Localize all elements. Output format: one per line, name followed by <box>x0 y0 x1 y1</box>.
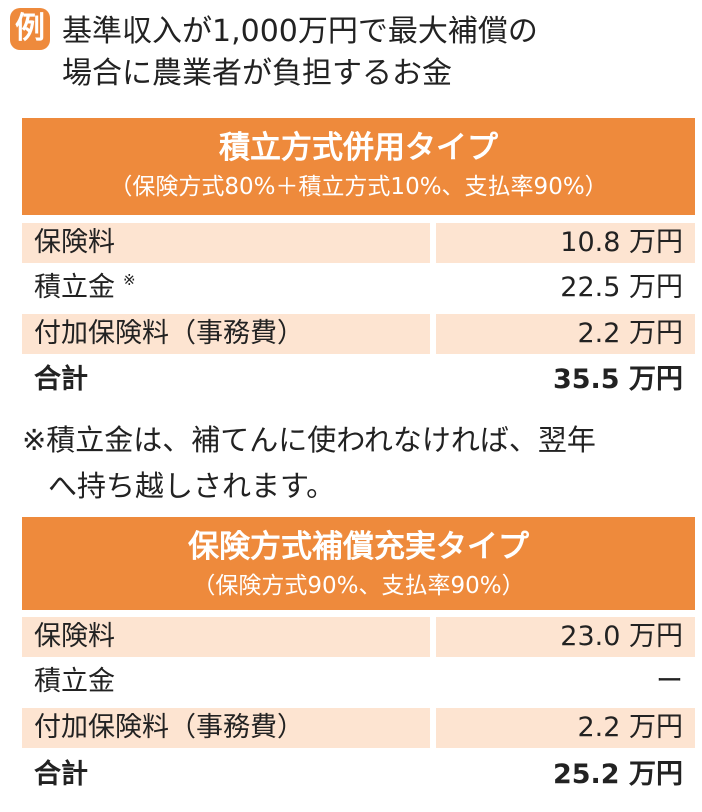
row-label: 保険料 <box>22 223 430 263</box>
table-header: 積立方式併用タイプ （保険方式80%＋積立方式10%、支払率90%） <box>22 118 695 215</box>
row-label: 積立金 <box>22 662 430 702</box>
label-text: 合計 <box>34 364 88 395</box>
table-title: 積立方式併用タイプ <box>219 130 498 166</box>
row-value: 2.2 万円 <box>436 708 695 748</box>
footnote: へ持ち越しされます。 <box>48 469 336 503</box>
row-value: ー <box>656 666 683 697</box>
label-text: 付加保険料（事務費） <box>34 318 304 349</box>
label-text: 保険料 <box>34 227 115 258</box>
heading-line: 場合に農業者が負担するお金 <box>62 56 452 91</box>
table-header: 保険方式補償充実タイプ （保険方式90%、支払率90%） <box>22 517 695 610</box>
row-label: 付加保険料（事務費） <box>22 708 430 748</box>
row-label: 付加保険料（事務費） <box>22 314 430 354</box>
row-value: 2.2 万円 <box>436 314 695 354</box>
row-value: 35.5 万円 <box>552 364 683 395</box>
label-text: 保険料 <box>34 621 115 652</box>
note-mark: ※ <box>123 271 136 289</box>
heading-line: 基準収入が1,000万円で最大補償の <box>62 14 538 49</box>
row-label: 合計 <box>22 755 430 795</box>
row-label: 積立金 ※ <box>22 268 430 308</box>
table-subtitle: （保険方式80%＋積立方式10%、支払率90%） <box>109 174 608 200</box>
footnote: ※積立金は、補てんに使われなければ、翌年 <box>22 423 596 457</box>
row-value: 23.0 万円 <box>436 617 695 657</box>
label-text: 合計 <box>34 759 88 790</box>
row-label: 合計 <box>22 360 430 400</box>
label-text: 付加保険料（事務費） <box>34 712 304 743</box>
table-subtitle: （保険方式90%、支払率90%） <box>192 573 525 599</box>
row-value: 10.8 万円 <box>436 223 695 263</box>
badge: 例 <box>10 8 50 50</box>
label-text: 積立金 <box>34 666 115 697</box>
row-value: 25.2 万円 <box>552 759 683 790</box>
row-label: 保険料 <box>22 617 430 657</box>
table-title: 保険方式補償充実タイプ <box>188 529 529 565</box>
label-text: 積立金 <box>34 272 115 303</box>
row-value: 22.5 万円 <box>560 272 683 303</box>
